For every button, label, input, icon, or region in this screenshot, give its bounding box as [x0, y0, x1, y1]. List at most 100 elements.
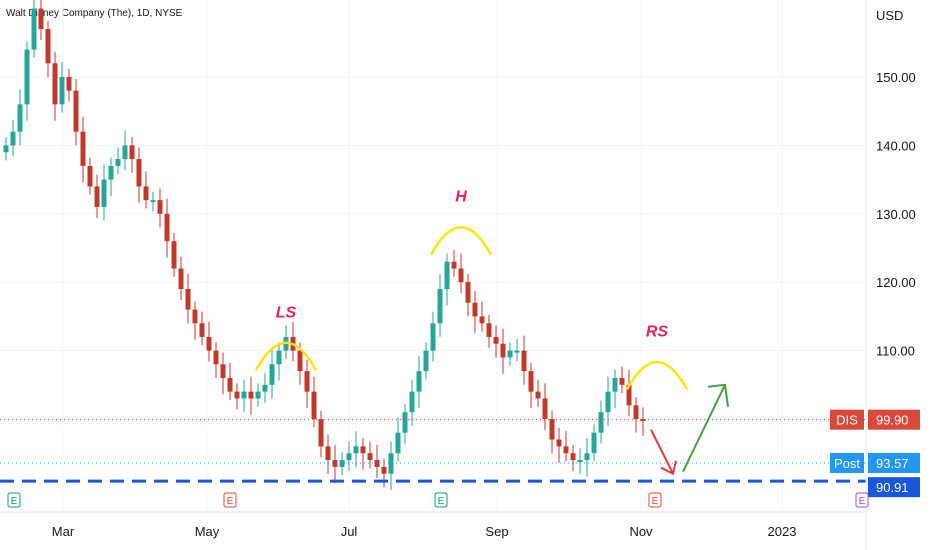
candle[interactable] [549, 419, 555, 440]
candle[interactable] [381, 466, 387, 474]
candle[interactable] [409, 391, 415, 413]
candle[interactable] [388, 453, 394, 474]
candle[interactable] [157, 200, 163, 214]
candle[interactable] [563, 446, 569, 454]
candle[interactable] [458, 268, 464, 283]
candle[interactable] [101, 179, 107, 207]
candle[interactable] [255, 391, 261, 399]
candle[interactable] [423, 350, 429, 372]
earnings-event-icon[interactable] [223, 492, 237, 508]
candle[interactable] [493, 336, 499, 344]
candle[interactable] [129, 145, 135, 160]
candle[interactable] [332, 460, 338, 467]
candle[interactable] [584, 453, 590, 461]
candle[interactable] [150, 200, 156, 203]
price-tick-label: 120.00 [876, 275, 916, 290]
candle[interactable] [108, 165, 114, 180]
candle[interactable] [542, 398, 548, 419]
candle[interactable] [192, 309, 198, 324]
candle[interactable] [38, 8, 44, 30]
candle[interactable] [465, 282, 471, 303]
earnings-event-icon[interactable] [648, 492, 662, 508]
candle[interactable] [213, 350, 219, 365]
candle[interactable] [353, 446, 359, 454]
candle[interactable] [311, 391, 317, 419]
candle[interactable] [206, 336, 212, 351]
candle[interactable] [66, 77, 72, 91]
candle[interactable] [416, 371, 422, 392]
candle[interactable] [444, 261, 450, 290]
candle[interactable] [31, 8, 37, 50]
earnings-event-letter: E [438, 496, 445, 507]
candle[interactable] [430, 323, 436, 351]
candle[interactable] [514, 350, 520, 353]
candle[interactable] [136, 159, 142, 187]
candle[interactable] [500, 343, 506, 358]
candle[interactable] [472, 302, 478, 317]
candle[interactable] [276, 350, 282, 365]
candle[interactable] [486, 323, 492, 337]
candle[interactable] [24, 49, 30, 105]
candle[interactable] [437, 289, 443, 324]
candle[interactable] [346, 453, 352, 461]
candle[interactable] [143, 186, 149, 201]
candle[interactable] [507, 350, 513, 358]
candle[interactable] [45, 29, 51, 64]
green-arrow [682, 384, 726, 473]
candle[interactable] [269, 364, 275, 385]
candle[interactable] [227, 377, 233, 392]
candle[interactable] [185, 289, 191, 310]
candle[interactable] [59, 77, 65, 105]
candle[interactable] [339, 460, 345, 467]
candle[interactable] [598, 412, 604, 433]
candle[interactable] [619, 377, 625, 385]
candle[interactable] [262, 384, 268, 392]
chart-grid [0, 0, 866, 512]
candle[interactable] [570, 453, 576, 461]
candle[interactable] [535, 391, 541, 399]
candle[interactable] [521, 350, 527, 372]
candle[interactable] [528, 371, 534, 392]
candle[interactable] [367, 453, 373, 461]
candle[interactable] [122, 145, 128, 160]
candle[interactable] [10, 131, 16, 146]
candle[interactable] [395, 432, 401, 454]
candle[interactable] [234, 391, 240, 399]
candle[interactable] [304, 371, 310, 392]
earnings-event-icon[interactable] [855, 492, 869, 508]
candle[interactable] [199, 323, 205, 337]
candle[interactable] [577, 460, 583, 463]
candle[interactable] [297, 350, 303, 372]
candle[interactable] [248, 391, 254, 399]
candle[interactable] [640, 419, 646, 421]
candle[interactable] [556, 439, 562, 447]
candle[interactable] [52, 63, 58, 105]
candle[interactable] [171, 241, 177, 269]
candle[interactable] [591, 432, 597, 454]
candle[interactable] [87, 165, 93, 187]
candle[interactable] [3, 145, 9, 153]
candle[interactable] [402, 412, 408, 433]
candle[interactable] [115, 159, 121, 166]
candle[interactable] [479, 316, 485, 324]
candle[interactable] [178, 268, 184, 290]
candle[interactable] [318, 419, 324, 447]
candle[interactable] [451, 261, 457, 269]
candle[interactable] [17, 104, 23, 132]
candle[interactable] [73, 90, 79, 132]
candle[interactable] [220, 364, 226, 378]
candle[interactable] [633, 405, 639, 419]
earnings-event-icon[interactable] [7, 492, 21, 508]
dis-name: DIS [836, 413, 858, 428]
candle[interactable] [241, 391, 247, 399]
earnings-event-icon[interactable] [434, 492, 448, 508]
candle[interactable] [612, 377, 618, 392]
candle[interactable] [80, 131, 86, 166]
candle[interactable] [94, 186, 100, 207]
candle[interactable] [605, 391, 611, 413]
candle[interactable] [360, 446, 366, 454]
candle[interactable] [626, 384, 632, 406]
candle[interactable] [164, 213, 170, 242]
candle[interactable] [325, 446, 331, 461]
